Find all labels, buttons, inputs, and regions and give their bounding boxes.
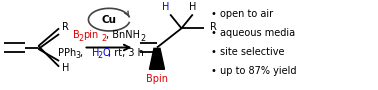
Text: O: O xyxy=(102,48,110,58)
Polygon shape xyxy=(149,48,164,69)
Text: • up to 87% yield: • up to 87% yield xyxy=(211,66,296,76)
Text: H: H xyxy=(162,2,169,12)
Text: , BnNH: , BnNH xyxy=(106,30,140,40)
Text: 2: 2 xyxy=(98,51,103,60)
Text: • aqueous media: • aqueous media xyxy=(211,28,295,38)
Text: PPh: PPh xyxy=(58,48,76,58)
Text: H: H xyxy=(189,2,197,12)
Text: Cu: Cu xyxy=(102,15,117,25)
Text: ,: , xyxy=(80,48,86,58)
Text: H: H xyxy=(62,63,70,73)
Text: 2: 2 xyxy=(141,34,146,43)
Text: 2: 2 xyxy=(79,34,84,43)
Text: H: H xyxy=(92,48,99,58)
Text: 2: 2 xyxy=(101,34,106,43)
Text: B: B xyxy=(73,30,80,40)
Text: , rt, 3 h: , rt, 3 h xyxy=(108,48,144,58)
Text: pin: pin xyxy=(84,30,99,40)
Text: • site selective: • site selective xyxy=(211,47,284,57)
Text: R: R xyxy=(210,22,217,32)
Text: Bpin: Bpin xyxy=(146,74,168,84)
Text: 3: 3 xyxy=(75,51,80,60)
Text: • open to air: • open to air xyxy=(211,9,273,19)
Text: R: R xyxy=(62,22,69,32)
